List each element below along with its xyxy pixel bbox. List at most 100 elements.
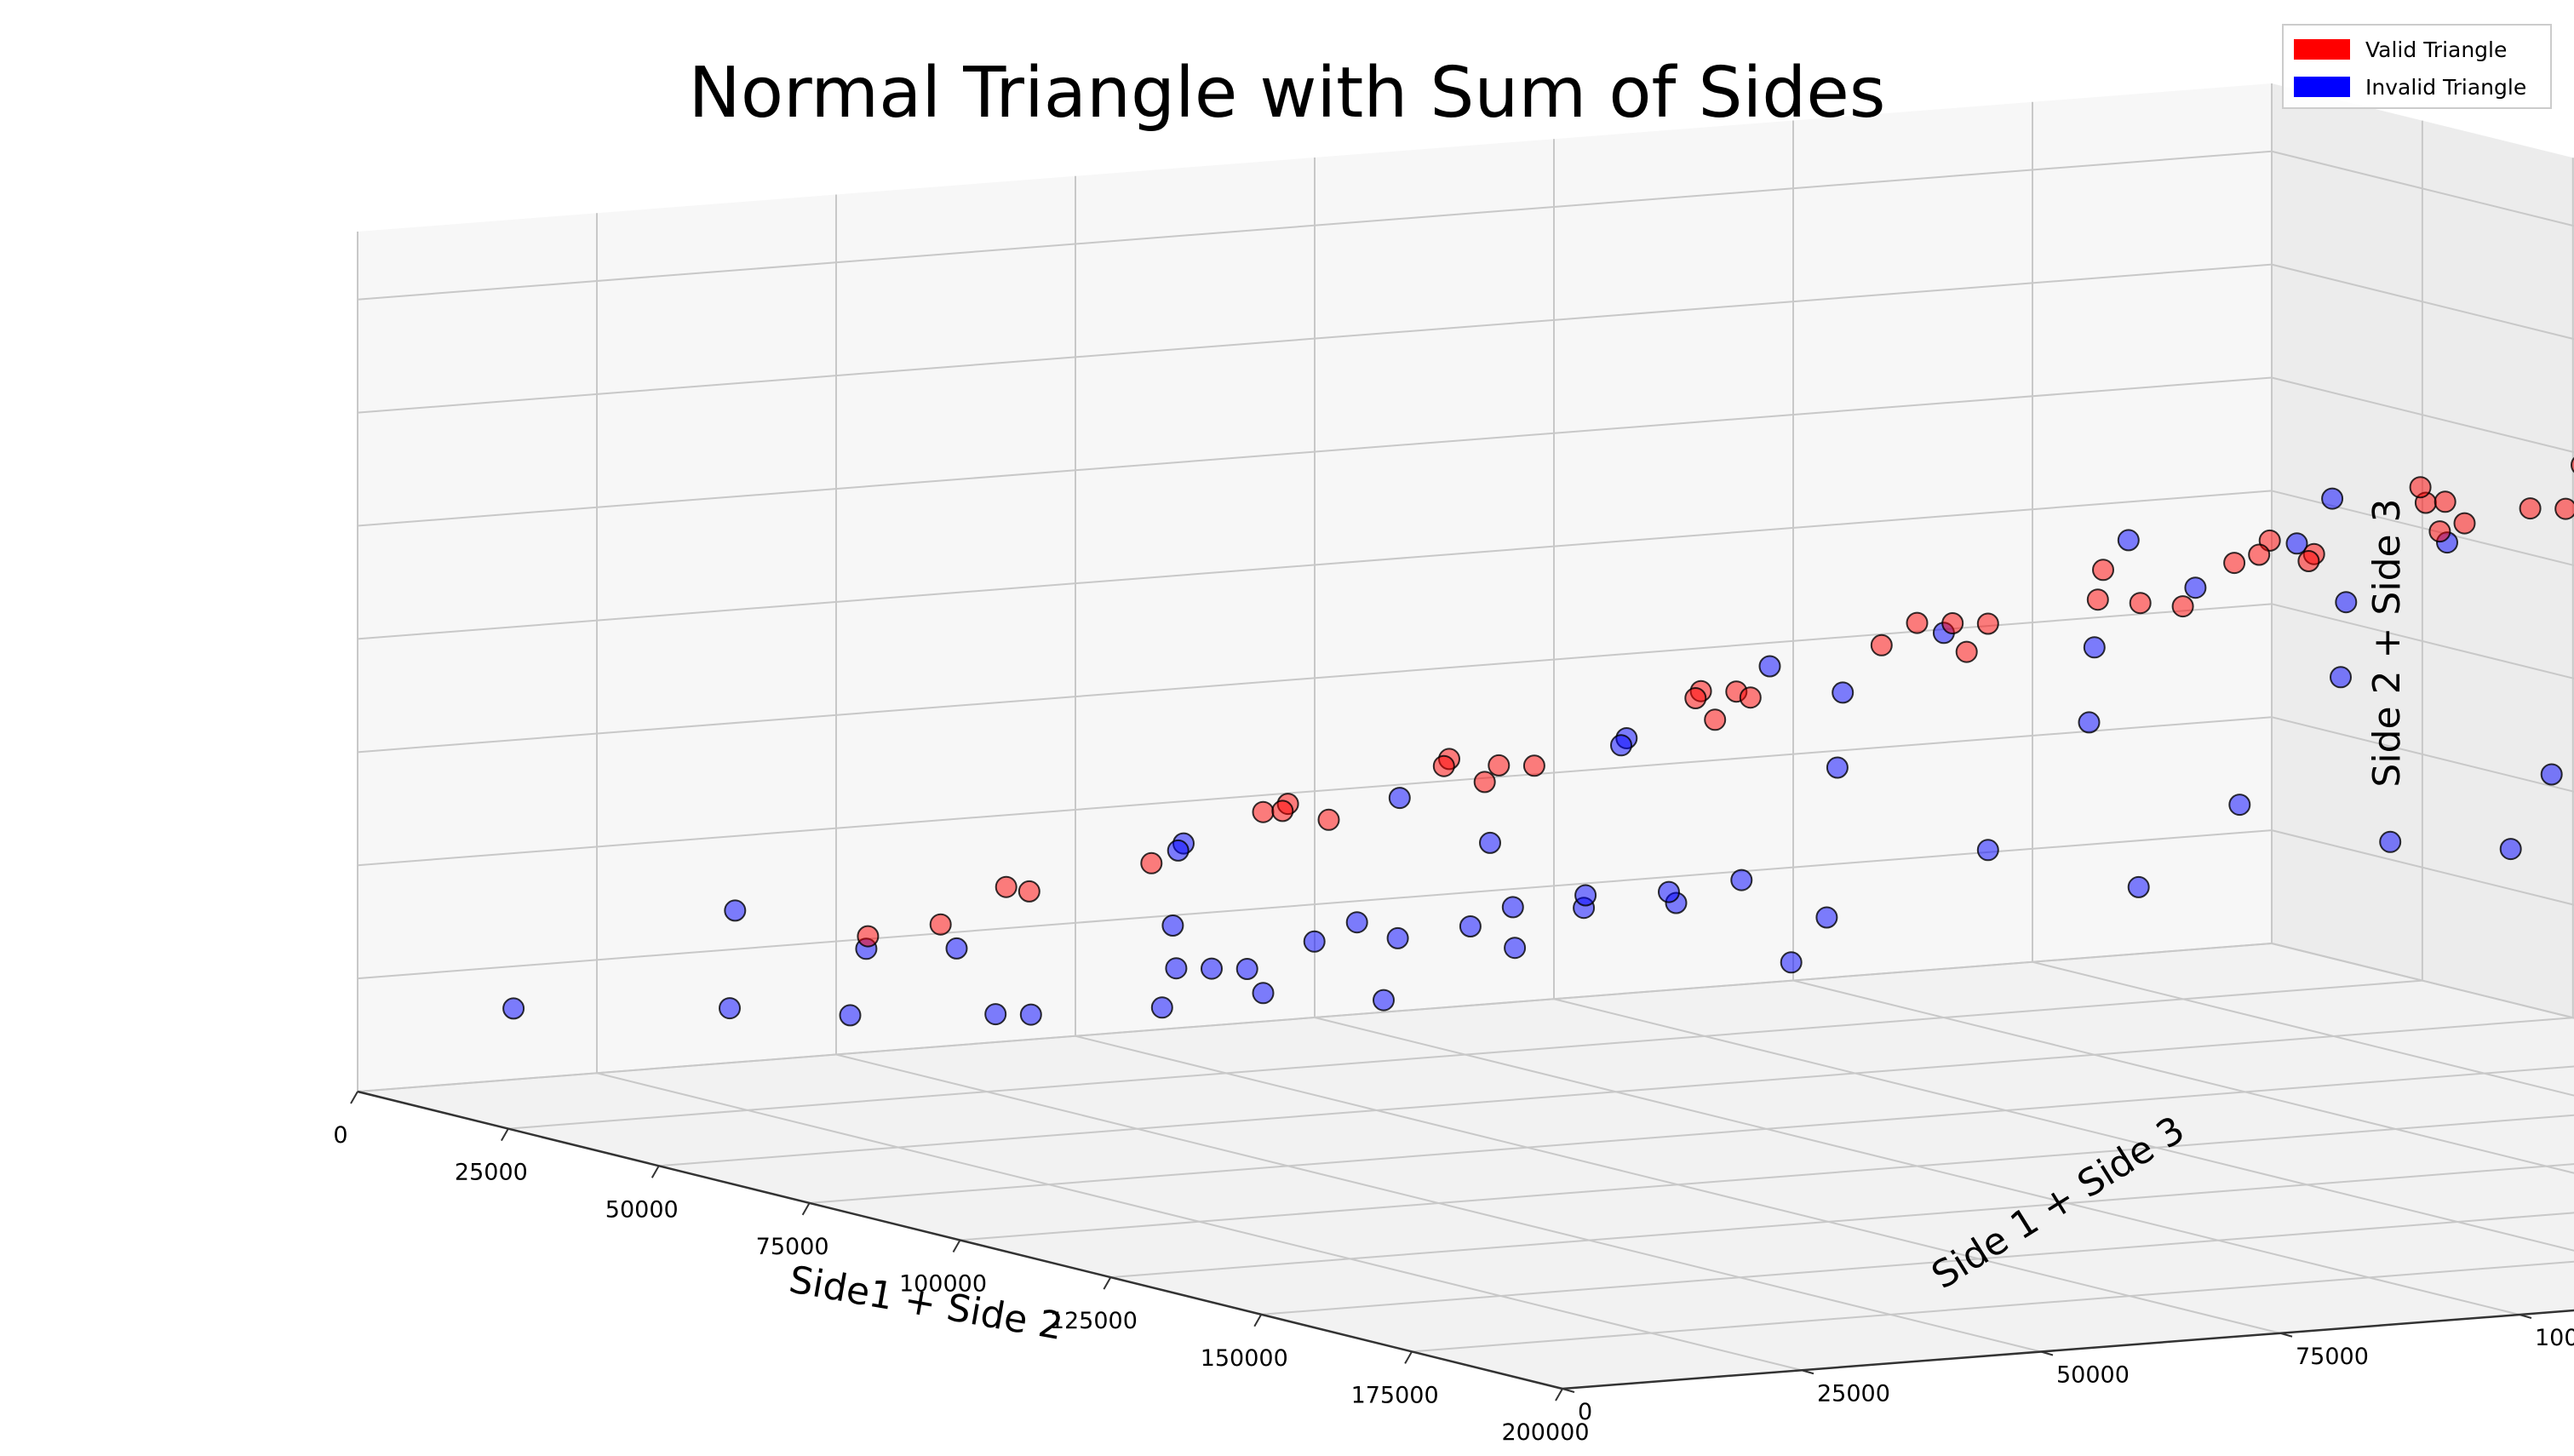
data-point-valid: [1473, 771, 1496, 794]
data-point-invalid: [2540, 763, 2563, 786]
x-tick-label: 0: [333, 1122, 347, 1149]
x-tick-mark: [801, 1202, 811, 1216]
x-tick-label: 25000: [455, 1160, 528, 1186]
y-grid-floor: [596, 1072, 1803, 1372]
z-grid-left: [357, 943, 2273, 1092]
data-point-invalid: [1388, 787, 1411, 810]
data-point-valid: [1252, 800, 1275, 823]
x-tick-mark: [952, 1240, 961, 1253]
data-point-valid: [2519, 497, 2542, 520]
data-point-valid: [2248, 543, 2271, 566]
x-tick-mark: [501, 1128, 509, 1142]
data-point-invalid: [1235, 958, 1258, 980]
grid-lines: [357, 83, 2574, 1390]
data-point-valid: [2297, 550, 2320, 572]
data-point-invalid: [1165, 957, 1188, 980]
data-point-invalid: [1826, 756, 1849, 779]
data-point-valid: [995, 875, 1018, 898]
data-point-invalid: [984, 1003, 1007, 1026]
data-point-valid: [2092, 559, 2114, 582]
data-point-valid: [1018, 880, 1040, 903]
x-tick-label: 150000: [1201, 1345, 1288, 1372]
z-grid-right: [2271, 150, 2574, 227]
tick-labels: 0 25000 50000 75000 100000 125000 150000 175000…: [333, 1091, 2574, 1446]
data-point-invalid: [1610, 734, 1632, 757]
data-point-invalid: [719, 997, 741, 1020]
x-tick-mark: [350, 1091, 358, 1104]
z-axis-label: Side 2 + Side 3: [2365, 498, 2409, 787]
data-point-invalid: [945, 937, 968, 960]
data-point-valid: [2171, 595, 2194, 618]
data-point-valid: [1870, 633, 1893, 656]
data-point-invalid: [1976, 839, 1999, 862]
y-grid-floor: [1314, 1017, 2520, 1316]
data-point-invalid: [1780, 951, 1803, 974]
data-point-invalid: [839, 1004, 862, 1027]
z-grid-left: [357, 263, 2273, 414]
x-tick-label: 200000: [1501, 1419, 1589, 1446]
data-point-valid: [2428, 520, 2451, 543]
legend-swatch-invalid: [2294, 77, 2350, 97]
x-tick-mark: [1253, 1314, 1263, 1327]
data-point-invalid: [1479, 831, 1501, 854]
data-point-invalid: [1201, 957, 1223, 980]
data-point-valid: [2554, 497, 2574, 520]
data-point-valid: [2223, 552, 2246, 575]
data-point-valid: [2571, 456, 2574, 473]
data-point-valid: [1488, 754, 1511, 777]
y-grid-floor: [1792, 979, 2574, 1174]
z-grid-left: [357, 376, 2273, 527]
data-point-valid: [1684, 687, 1707, 709]
y-grid-floor: [835, 1053, 2042, 1353]
z-grid-left: [357, 716, 2273, 867]
z-grid-left: [357, 829, 2273, 980]
data-point-invalid: [1658, 880, 1680, 903]
data-point-invalid: [1501, 896, 1524, 919]
x-tick-mark: [1404, 1350, 1413, 1364]
legend-item-invalid: Invalid Triangle: [2294, 70, 2526, 104]
x-tick-label: 125000: [1050, 1308, 1138, 1334]
data-point-invalid: [1019, 1003, 1042, 1026]
data-point-valid: [857, 925, 880, 948]
data-point-invalid: [1150, 996, 1173, 1019]
data-point-valid: [2409, 476, 2432, 499]
data-point-invalid: [1504, 937, 1527, 960]
y-tick-label: 100000: [2535, 1325, 2574, 1351]
data-point-valid: [1140, 851, 1163, 874]
chart-title: Normal Triangle with Sum of Sides: [688, 53, 1886, 134]
data-point-invalid: [1758, 655, 1781, 678]
floor-pane: [358, 943, 2574, 1389]
data-point-invalid: [2335, 591, 2358, 614]
data-point-invalid: [2078, 711, 2101, 734]
data-point-invalid: [1345, 911, 1368, 934]
data-point-invalid: [502, 997, 525, 1020]
data-point-invalid: [2285, 532, 2308, 555]
z-grid-right: [2271, 716, 2574, 793]
y-tick-label: 0: [1578, 1399, 1592, 1425]
y-tick-mark: [1562, 1388, 1575, 1393]
data-point-invalid: [724, 899, 747, 922]
y-grid-floor: [1553, 998, 2574, 1252]
legend-swatch-valid: [2294, 39, 2350, 60]
data-point-invalid: [1574, 884, 1597, 907]
axis-panes: [358, 83, 2574, 1389]
y-tick-label: 75000: [2296, 1344, 2369, 1370]
data-point-invalid: [1167, 839, 1190, 862]
z-grid-left: [357, 490, 2273, 640]
data-point-valid: [1522, 754, 1545, 777]
data-point-valid: [2453, 512, 2476, 535]
y-tick-label: 25000: [1817, 1380, 1890, 1407]
data-point-invalid: [1730, 868, 1753, 891]
data-point-invalid: [2117, 529, 2140, 552]
data-point-invalid: [2228, 794, 2251, 817]
data-point-valid: [1955, 640, 1978, 663]
y-tick-label: 50000: [2056, 1362, 2130, 1389]
data-point-invalid: [1161, 914, 1184, 937]
z-grid-right: [2271, 490, 2574, 567]
data-point-invalid: [1832, 681, 1855, 704]
y-grid-floor: [2032, 960, 2574, 1097]
data-point-invalid: [1815, 906, 1838, 929]
data-point-valid: [1704, 708, 1727, 731]
z-grid-right: [2271, 829, 2574, 906]
y-tick-mark: [2519, 1314, 2532, 1319]
